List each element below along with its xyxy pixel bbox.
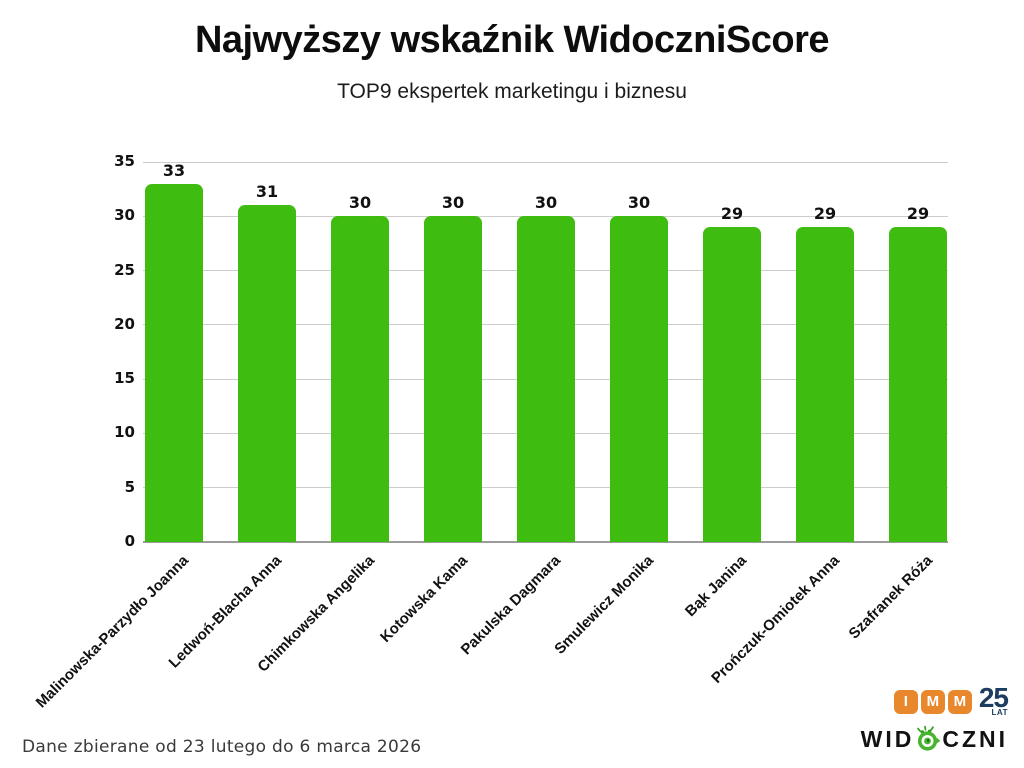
bar-value-label: 30 <box>441 193 465 213</box>
bar-value-label: 30 <box>534 193 558 213</box>
bar-value-label: 30 <box>627 193 651 213</box>
bar <box>145 183 203 542</box>
imm-letter-badge: I <box>893 690 918 714</box>
x-axis-category-label: Pakulska Dagmara <box>457 552 565 659</box>
snail-icon <box>917 725 941 751</box>
bar-value-label: 29 <box>720 204 744 224</box>
x-axis-category-label: Ledwoń-Blacha Anna <box>165 552 286 672</box>
imm-years-number: 25 <box>978 682 1009 713</box>
y-axis-tick-label: 35 <box>114 152 135 170</box>
y-axis-tick-label: 5 <box>124 477 135 496</box>
chart-title: Najwyższy wskaźnik WidoczniScore <box>194 19 830 61</box>
logo-block: I M M 25 LAT WID <box>861 682 1009 754</box>
imm-letter-badge: M <box>920 690 945 714</box>
y-axis-tick-label: 30 <box>114 206 135 225</box>
gridline <box>143 215 948 217</box>
y-axis-tick-label: 25 <box>114 260 135 279</box>
widoczni-logo: WID CZNI <box>861 725 1008 754</box>
y-axis-tick-label: 20 <box>114 314 135 333</box>
bar <box>331 216 389 542</box>
bar <box>517 216 575 542</box>
bar-value-label: 29 <box>813 204 837 224</box>
x-axis-category-label: Kotowska Kama <box>377 552 472 646</box>
chart-subtitle: TOP9 ekspertek marketingu i biznesu <box>337 80 687 103</box>
widoczni-logo-text-left: WID <box>860 726 915 752</box>
bar-value-label: 30 <box>348 193 372 213</box>
bar <box>703 227 761 542</box>
bar-chart-plot-area: 0 5 10 15 20 25 30 35 33 Malinowska-Parzydło Joan… <box>33 152 948 711</box>
x-axis-category-label: Chimkowska Angelika <box>254 552 379 676</box>
bar <box>889 227 947 542</box>
bar <box>796 227 854 542</box>
x-axis-baseline <box>143 541 948 543</box>
bar-value-label: 29 <box>906 204 930 224</box>
x-axis-category-label: Prończuk-Omiotek Anna <box>708 552 844 687</box>
bar-value-label: 33 <box>162 160 186 180</box>
bar <box>238 205 296 542</box>
imm-years-label: LAT <box>991 708 1008 717</box>
widoczni-logo-text-right: CZNI <box>942 726 1008 752</box>
data-collection-footnote: Dane zbierane od 23 lutego do 6 marca 20… <box>22 737 422 757</box>
x-axis-category-label: Smulewicz Monika <box>551 552 658 658</box>
imm-logo: I M M 25 LAT <box>893 682 1009 717</box>
x-axis-category-label: Bąk Janina <box>681 552 751 621</box>
bar <box>424 216 482 542</box>
x-axis-category-label: Malinowska-Parzydło Joanna <box>32 552 193 712</box>
imm-letter-badge: M <box>947 690 972 714</box>
y-axis-tick-label: 10 <box>114 423 135 442</box>
y-axis-tick-label: 0 <box>124 532 135 550</box>
bar-value-label: 31 <box>255 182 279 202</box>
imm-anniversary: 25 LAT <box>978 682 1009 717</box>
gridline <box>143 161 948 163</box>
y-axis-tick-label: 15 <box>114 369 135 388</box>
bar <box>610 216 668 542</box>
